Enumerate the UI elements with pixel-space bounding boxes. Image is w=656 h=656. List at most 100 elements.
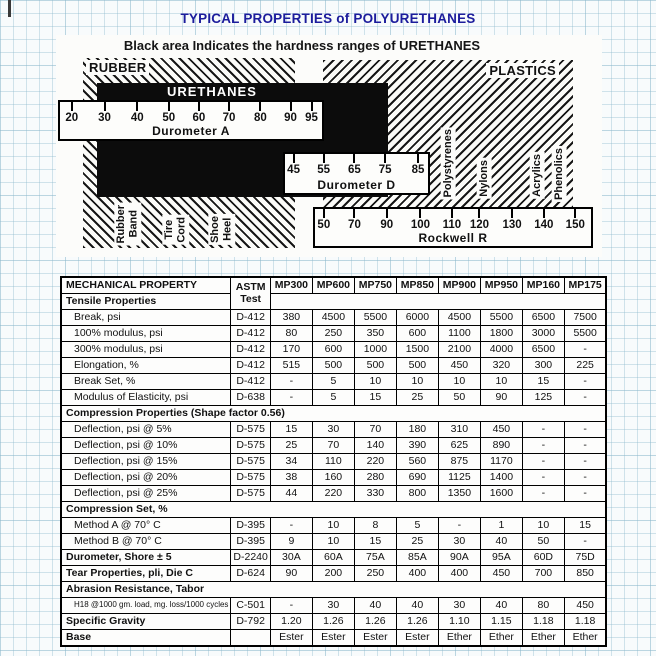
value-cell: 40 bbox=[353, 597, 397, 614]
scale-tick bbox=[416, 154, 419, 163]
durometer-a-scale: 20 30 40 50 60 70 80 90 95 Durometer A bbox=[58, 100, 324, 141]
value-cell: 5 bbox=[311, 373, 355, 390]
value-cell: 1400 bbox=[479, 469, 523, 486]
value-cell: 70 bbox=[311, 437, 355, 454]
col-header-grade: MP175 bbox=[563, 276, 607, 294]
value-cell: 15 bbox=[521, 373, 565, 390]
value-cell: 85A bbox=[395, 549, 439, 566]
value-cell: 6000 bbox=[395, 309, 439, 326]
value-cell: 450 bbox=[563, 597, 607, 614]
scale-tick-label: 130 bbox=[502, 219, 522, 231]
value-cell: 2100 bbox=[437, 341, 481, 358]
value-cell: 1.26 bbox=[311, 613, 355, 630]
section-row: Abrasion Resistance, Tabor bbox=[60, 581, 607, 598]
scale-tick bbox=[310, 102, 313, 111]
value-cell: - bbox=[563, 485, 607, 502]
value-cell: - bbox=[269, 517, 313, 534]
astm-test-cell: D-575 bbox=[230, 421, 271, 438]
value-cell: Ether bbox=[521, 629, 565, 647]
astm-test-cell: D-575 bbox=[230, 453, 271, 470]
section-row: Compression Set, % bbox=[60, 501, 607, 518]
scale-tick-label: 100 bbox=[410, 219, 431, 231]
value-cell: 350 bbox=[353, 325, 397, 342]
empty-span-cell bbox=[269, 293, 607, 310]
value-cell: 220 bbox=[311, 485, 355, 502]
astm-test-cell: D-575 bbox=[230, 469, 271, 486]
value-cell: - bbox=[563, 421, 607, 438]
scale-tick-label: 40 bbox=[130, 112, 144, 124]
value-cell: 400 bbox=[437, 565, 481, 582]
value-cell: - bbox=[563, 453, 607, 470]
scale-tick-label: 45 bbox=[287, 164, 300, 176]
scale-tick-label: 70 bbox=[222, 112, 236, 124]
value-cell: 700 bbox=[521, 565, 565, 582]
material-label-nylons: Nylons bbox=[477, 158, 492, 199]
property-label: Deflection, psi @ 5% bbox=[60, 421, 232, 438]
col-header-property: MECHANICAL PROPERTY bbox=[60, 276, 232, 294]
value-cell: 80 bbox=[521, 597, 565, 614]
value-cell: 60A bbox=[311, 549, 355, 566]
value-cell: 10 bbox=[521, 517, 565, 534]
property-label: Deflection, psi @ 20% bbox=[60, 469, 232, 486]
astm-test-cell: D-624 bbox=[230, 565, 271, 582]
scale-tick bbox=[103, 102, 106, 111]
value-cell: 1.26 bbox=[395, 613, 439, 630]
value-cell: 50 bbox=[437, 389, 481, 406]
value-cell: 320 bbox=[479, 357, 523, 374]
table-row: Elongation, % D-412 515 500 500 500 450 320 300 2… bbox=[60, 357, 607, 374]
value-cell: 4000 bbox=[479, 341, 523, 358]
value-cell: 25 bbox=[395, 533, 439, 550]
value-cell: 250 bbox=[311, 325, 355, 342]
scale-tick-label: 30 bbox=[98, 112, 111, 124]
mechanical-properties-table: MECHANICAL PROPERTY ASTM Test MP300 MP600 MP7… bbox=[60, 276, 608, 647]
value-cell: 500 bbox=[311, 357, 355, 374]
astm-test-cell: D-412 bbox=[230, 341, 271, 358]
astm-test-cell: D-638 bbox=[230, 389, 271, 406]
value-cell: Ester bbox=[395, 629, 439, 647]
value-cell: 5 bbox=[311, 389, 355, 406]
value-cell: - bbox=[563, 389, 607, 406]
table-row: Base Ester Ester Ester Ester Ether Ether Ether E… bbox=[60, 629, 607, 647]
value-cell: 30 bbox=[437, 533, 481, 550]
scale-tick bbox=[511, 209, 514, 218]
value-cell: - bbox=[437, 517, 481, 534]
astm-test-cell bbox=[230, 629, 271, 647]
value-cell: 30 bbox=[311, 421, 355, 438]
astm-test-cell: D-2240 bbox=[230, 549, 271, 566]
property-label: Method B @ 70° C bbox=[60, 533, 232, 550]
scale-tick bbox=[227, 102, 230, 111]
property-label: Tear Properties, pli, Die C bbox=[60, 565, 232, 582]
hardness-diagram: Black area Indicates the hardness ranges… bbox=[56, 35, 602, 257]
scale-tick bbox=[197, 102, 200, 111]
property-label: Method A @ 70° C bbox=[60, 517, 232, 534]
scale-tick-label: 50 bbox=[317, 219, 331, 231]
plastics-zone-label: PLASTICS bbox=[486, 63, 559, 78]
scale-tick-label: 85 bbox=[411, 164, 425, 176]
value-cell: 1.18 bbox=[521, 613, 565, 630]
value-cell: - bbox=[563, 341, 607, 358]
section-label: Compression Set, % bbox=[60, 501, 607, 518]
value-cell: 8 bbox=[353, 517, 397, 534]
value-cell: 1100 bbox=[437, 325, 481, 342]
value-cell: 160 bbox=[311, 469, 355, 486]
property-label: Base bbox=[60, 629, 232, 647]
material-label-rubber-band: Rubber Band bbox=[114, 202, 142, 245]
value-cell: 850 bbox=[563, 565, 607, 582]
value-cell: 25 bbox=[269, 437, 313, 454]
value-cell: 1.10 bbox=[437, 613, 481, 630]
property-label: 300% modulus, psi bbox=[60, 341, 232, 358]
scale-tick-label: 50 bbox=[162, 112, 176, 124]
scale-tick bbox=[292, 154, 295, 163]
table-row: Tear Properties, pli, Die C D-624 90 200 250… bbox=[60, 565, 607, 582]
value-cell: 4500 bbox=[311, 309, 355, 326]
value-cell: 15 bbox=[353, 533, 397, 550]
value-cell: 10 bbox=[395, 373, 439, 390]
value-cell: 6500 bbox=[521, 309, 565, 326]
scale-tick bbox=[478, 209, 481, 218]
value-cell: Ether bbox=[563, 629, 607, 647]
value-cell: - bbox=[521, 469, 565, 486]
value-cell: 75D bbox=[563, 549, 607, 566]
value-cell: 450 bbox=[479, 565, 523, 582]
scale-tick bbox=[322, 154, 325, 163]
